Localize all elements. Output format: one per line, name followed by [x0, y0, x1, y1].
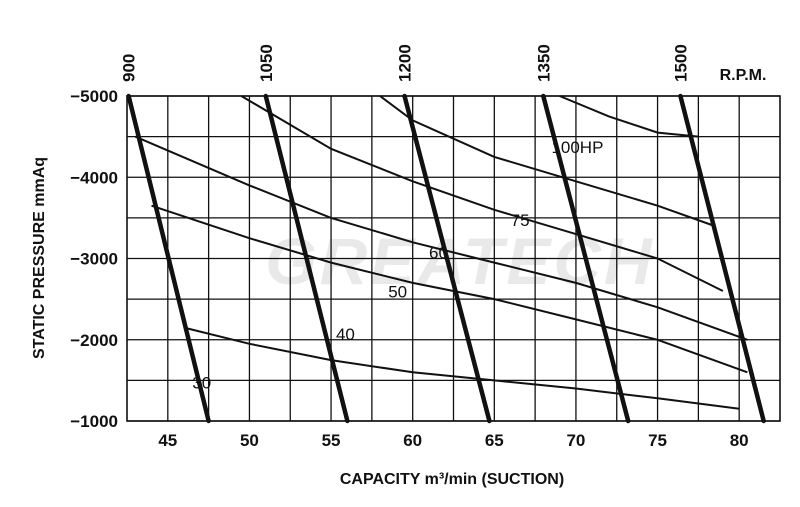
- rpm-unit-label: R.P.M.: [720, 67, 767, 84]
- plot-border: [126, 95, 781, 422]
- y-tick-labels: −5000 −4000 −3000 −2000 −1000: [70, 87, 118, 431]
- rpm-labels: 900 1050 1200 1350 1500: [120, 44, 691, 82]
- hp-label-100hp: 100HP: [551, 138, 603, 157]
- rpm-lines: [126, 93, 766, 424]
- rpm-line-1350: [541, 93, 631, 424]
- x-axis-label: CAPACITY m³/min (SUCTION): [340, 471, 564, 488]
- hp-label-75: 75: [511, 211, 530, 230]
- y-axis-label: STATIC PRESSURE mmAq: [31, 157, 48, 359]
- x-tick-45: 45: [158, 431, 177, 450]
- hp-label-40: 40: [336, 325, 355, 344]
- hp-curves: [134, 95, 748, 410]
- y-tick-1000: −1000: [70, 412, 118, 431]
- x-tick-80: 80: [730, 431, 749, 450]
- rpm-label-1200: 1200: [396, 44, 415, 82]
- x-tick-55: 55: [322, 431, 341, 450]
- rpm-label-1350: 1350: [534, 44, 553, 82]
- hp-labels: 30 40 50 60 75 100HP: [192, 138, 603, 393]
- x-tick-60: 60: [403, 431, 422, 450]
- hp-label-60: 60: [429, 244, 448, 263]
- rpm-line-900: [126, 93, 211, 424]
- rpm-line-1500: [678, 93, 766, 424]
- hp-label-50: 50: [388, 283, 407, 302]
- hp-curve-50: [134, 135, 748, 341]
- rpm-label-1500: 1500: [671, 44, 690, 82]
- x-tick-50: 50: [240, 431, 259, 450]
- hp-curve-60: [240, 95, 724, 292]
- y-tick-4000: −4000: [70, 168, 118, 187]
- x-tick-labels: 45 50 55 60 65 70 75 80: [158, 431, 748, 450]
- rpm-label-1050: 1050: [257, 44, 276, 82]
- hp-label-30: 30: [192, 374, 211, 393]
- x-tick-75: 75: [648, 431, 667, 450]
- rpm-line-1050: [263, 93, 350, 424]
- hp-curve-100hp: [559, 95, 699, 138]
- x-tick-70: 70: [566, 431, 585, 450]
- grid-lines: [126, 95, 781, 422]
- hp-curve-75: [379, 95, 716, 227]
- x-tick-65: 65: [485, 431, 504, 450]
- y-tick-3000: −3000: [70, 250, 118, 269]
- rpm-line-1200: [402, 93, 492, 424]
- y-tick-2000: −2000: [70, 331, 118, 350]
- hp-curve-30: [183, 326, 740, 410]
- y-tick-5000: −5000: [70, 87, 118, 106]
- rpm-label-900: 900: [120, 54, 139, 82]
